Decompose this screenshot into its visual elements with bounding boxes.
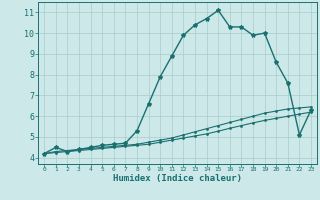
X-axis label: Humidex (Indice chaleur): Humidex (Indice chaleur) bbox=[113, 174, 242, 183]
